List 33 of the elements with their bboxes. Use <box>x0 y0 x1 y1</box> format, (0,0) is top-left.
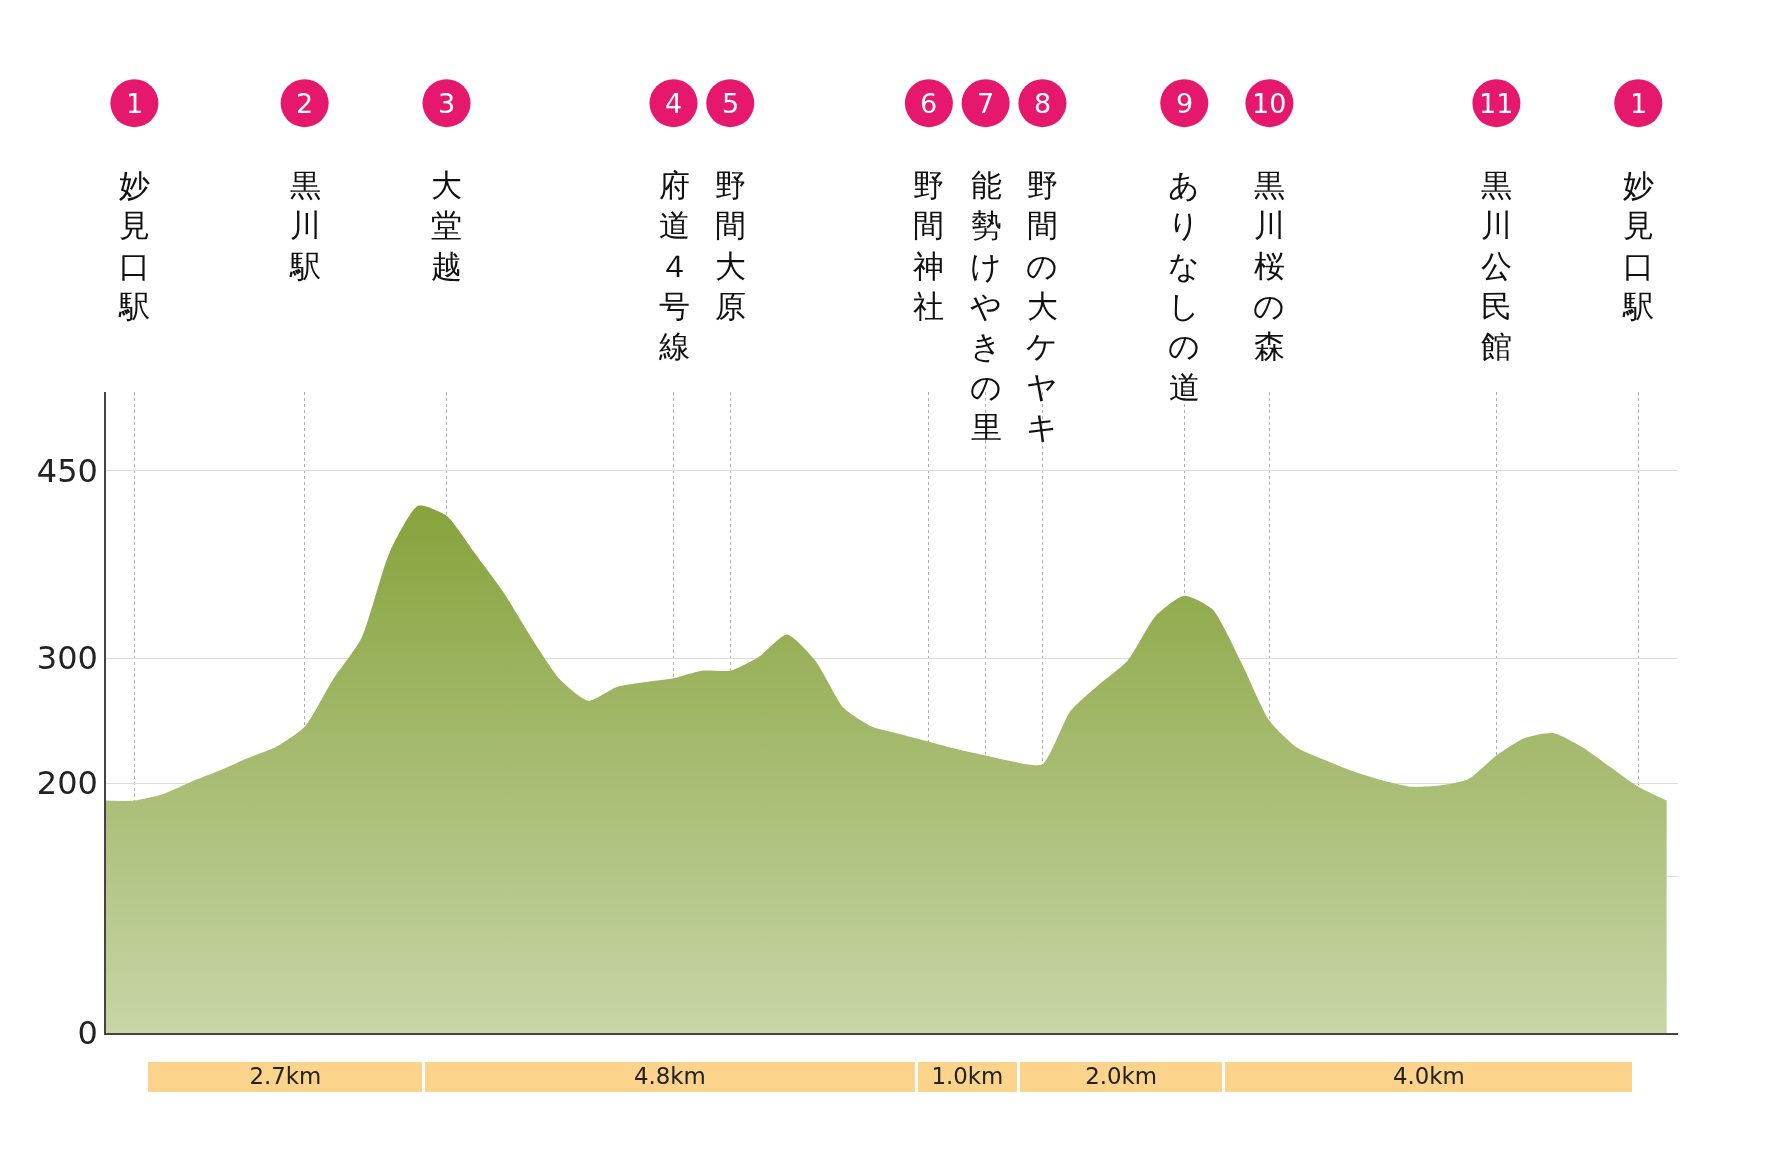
text: 1 <box>126 88 144 119</box>
text: 4 <box>665 88 683 119</box>
y-tick-label: 300 <box>36 639 98 678</box>
text: 6 <box>920 88 938 119</box>
text: 5 <box>722 88 740 119</box>
text: 10 <box>1252 88 1287 119</box>
data-label: 4.0km <box>1392 1063 1465 1090</box>
text: 2 <box>296 88 314 119</box>
text: 11 <box>1479 88 1514 119</box>
text: 7 <box>977 88 995 119</box>
text: 1 <box>1630 88 1648 119</box>
x-tick-label: 野間神社 <box>913 167 944 324</box>
y-tick-label: 0 <box>77 1014 98 1053</box>
data-label: 4.8km <box>633 1063 706 1090</box>
text: 3 <box>438 88 456 119</box>
x-tick-label: ありなしの道 <box>1168 167 1200 405</box>
x-tick-label: 野間大原 <box>715 167 746 324</box>
data-label: 2.0km <box>1085 1063 1158 1090</box>
data-label: 2.7km <box>249 1063 322 1090</box>
y-tick-label: 200 <box>36 764 98 803</box>
y-tick-label: 450 <box>36 451 98 490</box>
data-label: 1.0km <box>931 1063 1004 1090</box>
x-tick-label: 黒川公民館 <box>1481 167 1512 365</box>
text: 9 <box>1176 88 1194 119</box>
x-tick-label: 大堂越 <box>431 167 462 284</box>
x-tick-label: 妙見口駅 <box>1622 167 1654 324</box>
x-tick-label: 能勢けやきの里 <box>970 167 1002 445</box>
x-tick-label: 府道４号線 <box>658 167 690 365</box>
text: 8 <box>1034 88 1052 119</box>
x-tick-label: 黒川桜の森 <box>1253 167 1285 365</box>
x-tick-label: 野間の大ケヤキ <box>1026 167 1058 445</box>
x-tick-label: 妙見口駅 <box>118 167 150 324</box>
x-tick-label: 黒川駅 <box>289 167 321 284</box>
